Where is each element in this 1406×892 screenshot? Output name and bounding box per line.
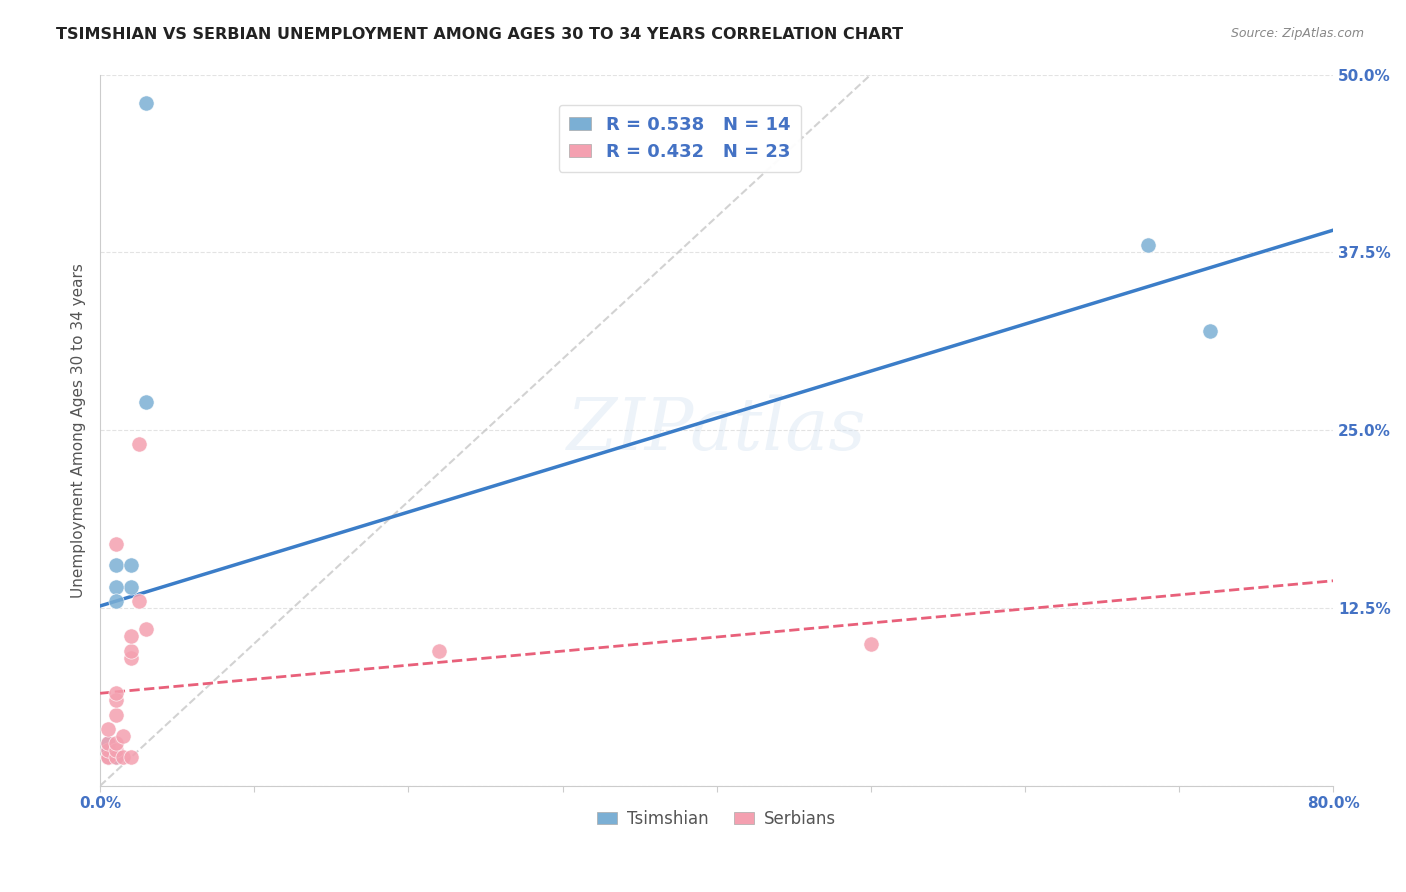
Point bbox=[128, 594, 150, 608]
Text: TSIMSHIAN VS SERBIAN UNEMPLOYMENT AMONG AGES 30 TO 34 YEARS CORRELATION CHART: TSIMSHIAN VS SERBIAN UNEMPLOYMENT AMONG … bbox=[56, 27, 904, 42]
Point bbox=[104, 537, 127, 551]
Point bbox=[112, 729, 135, 743]
Point bbox=[104, 558, 127, 573]
Point bbox=[104, 707, 127, 722]
Point bbox=[135, 623, 157, 637]
Point bbox=[97, 743, 120, 757]
Point bbox=[120, 650, 142, 665]
Point bbox=[1199, 324, 1222, 338]
Legend: Tsimshian, Serbians: Tsimshian, Serbians bbox=[591, 803, 842, 834]
Point bbox=[104, 750, 127, 764]
Point bbox=[97, 750, 120, 764]
Point bbox=[97, 736, 120, 750]
Point bbox=[135, 95, 157, 110]
Point bbox=[120, 580, 142, 594]
Text: ZIPatlas: ZIPatlas bbox=[567, 395, 866, 466]
Point bbox=[112, 750, 135, 764]
Point bbox=[97, 750, 120, 764]
Point bbox=[97, 750, 120, 764]
Point bbox=[104, 750, 127, 764]
Point bbox=[135, 394, 157, 409]
Point bbox=[104, 693, 127, 707]
Y-axis label: Unemployment Among Ages 30 to 34 years: Unemployment Among Ages 30 to 34 years bbox=[72, 263, 86, 598]
Point bbox=[97, 750, 120, 764]
Point bbox=[104, 686, 127, 700]
Point bbox=[1137, 238, 1160, 252]
Point bbox=[104, 743, 127, 757]
Point bbox=[120, 558, 142, 573]
Point bbox=[427, 643, 450, 657]
Point bbox=[97, 743, 120, 757]
Point bbox=[104, 594, 127, 608]
Point bbox=[104, 736, 127, 750]
Point bbox=[120, 750, 142, 764]
Point bbox=[120, 643, 142, 657]
Text: Source: ZipAtlas.com: Source: ZipAtlas.com bbox=[1230, 27, 1364, 40]
Point bbox=[859, 636, 882, 650]
Point bbox=[97, 722, 120, 736]
Point bbox=[128, 437, 150, 451]
Point bbox=[120, 629, 142, 643]
Point bbox=[104, 580, 127, 594]
Point bbox=[97, 736, 120, 750]
